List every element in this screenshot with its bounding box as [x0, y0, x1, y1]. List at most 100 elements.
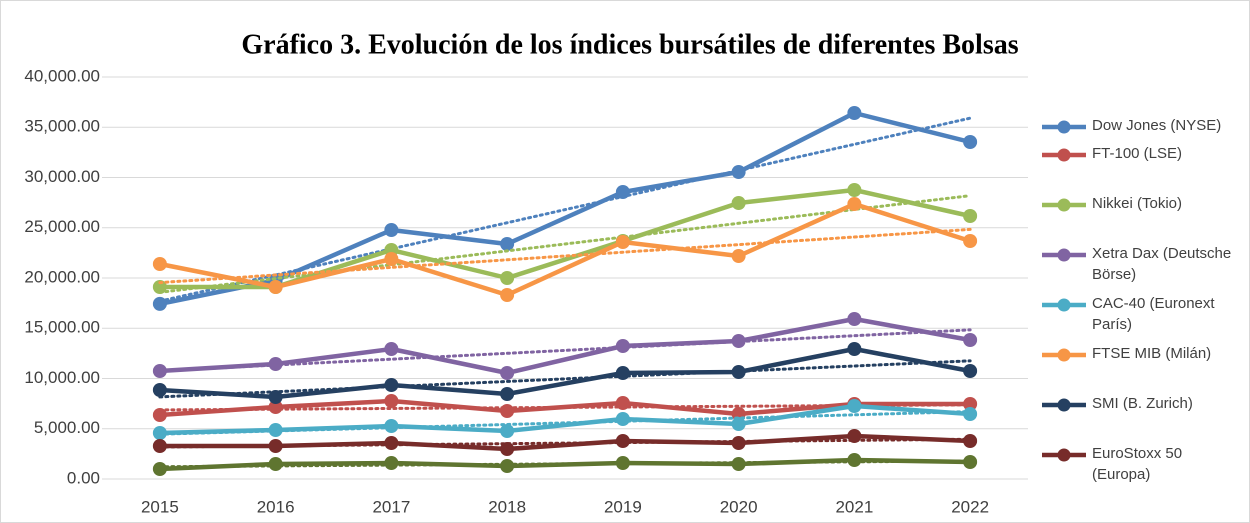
- marker: [847, 105, 862, 120]
- legend-marker: [1057, 120, 1071, 134]
- marker: [152, 408, 167, 423]
- marker: [731, 436, 746, 451]
- marker: [731, 456, 746, 471]
- series-line: [159, 346, 971, 400]
- marker: [384, 223, 399, 238]
- legend-marker: [1057, 448, 1071, 462]
- marker: [731, 416, 746, 431]
- marker: [963, 406, 978, 421]
- marker: [500, 288, 515, 303]
- marker: [731, 165, 746, 180]
- marker: [268, 438, 283, 453]
- marker: [384, 251, 399, 266]
- marker: [847, 312, 862, 327]
- y-tick-label: 0.00: [67, 468, 100, 487]
- marker: [615, 366, 630, 381]
- trend-line: [158, 328, 972, 373]
- marker: [152, 280, 167, 295]
- legend-swatch: [1042, 448, 1086, 462]
- legend-item: EuroStoxx 50 (Europa): [1040, 443, 1245, 493]
- legend-swatch: [1042, 198, 1086, 212]
- marker: [500, 442, 515, 457]
- legend-label: Nikkei (Tokio): [1092, 195, 1183, 212]
- legend-item: Dow Jones (NYSE): [1040, 115, 1245, 143]
- series-line: [159, 110, 971, 307]
- marker: [152, 257, 167, 272]
- marker: [500, 271, 515, 285]
- trend-line: [158, 359, 972, 399]
- marker: [615, 456, 630, 471]
- legend-label: FT-100 (LSE): [1092, 145, 1183, 162]
- marker: [152, 364, 167, 379]
- y-tick-label: 15,000.00: [24, 318, 100, 337]
- marker: [152, 462, 167, 477]
- y-tick-label: 25,000.00: [24, 217, 100, 236]
- marker: [500, 424, 515, 439]
- legend-item: SMI (B. Zurich): [1040, 393, 1245, 443]
- legend-label: FTSE MIB (Milán): [1092, 345, 1212, 362]
- marker: [731, 249, 746, 264]
- legend-item: Xetra Dax (Deutsche Börse): [1040, 243, 1245, 293]
- legend-swatch: [1042, 120, 1086, 134]
- marker: [847, 183, 862, 198]
- y-tick-label: 20,000.00: [24, 267, 100, 286]
- marker: [615, 412, 630, 427]
- chart-title: Gráfico 3. Evolución de los índices burs…: [241, 29, 1018, 60]
- marker: [963, 332, 978, 347]
- legend: Dow Jones (NYSE) FT-100 (LSE) Nikkei (Toki…: [1040, 115, 1245, 493]
- series-line: [159, 316, 971, 376]
- marker: [500, 386, 515, 401]
- legend-item: CAC-40 (Euronext París): [1040, 293, 1245, 343]
- legend-swatch: [1042, 298, 1086, 312]
- series-line: [159, 433, 971, 452]
- marker: [152, 438, 167, 453]
- legend-label: Xetra Dax (Deutsche Börse): [1092, 245, 1232, 283]
- marker: [268, 280, 283, 295]
- marker: [615, 396, 630, 411]
- marker: [500, 404, 515, 419]
- y-tick-label: 35,000.00: [24, 117, 100, 136]
- legend-marker: [1057, 248, 1071, 262]
- legend-label: CAC-40 (Euronext París): [1092, 295, 1215, 333]
- marker: [615, 185, 630, 200]
- trend-line: [158, 227, 972, 285]
- marker: [152, 382, 167, 397]
- marker: [268, 456, 283, 471]
- marker: [963, 364, 978, 379]
- marker: [847, 452, 862, 467]
- series-line: [159, 201, 971, 298]
- marker: [384, 394, 399, 409]
- y-tick-label: 30,000.00: [24, 167, 100, 186]
- marker: [847, 342, 862, 357]
- x-tick-label: 2015: [141, 497, 179, 516]
- x-tick-label: 2021: [835, 497, 873, 516]
- marker: [384, 342, 399, 357]
- legend-swatch: [1042, 348, 1086, 362]
- legend-marker: [1057, 148, 1071, 162]
- marker: [268, 400, 283, 415]
- marker: [268, 356, 283, 371]
- x-tick-label: 2018: [488, 497, 526, 516]
- x-tick-label: 2022: [951, 497, 989, 516]
- legend-label: EuroStoxx 50 (Europa): [1092, 445, 1183, 483]
- x-tick-label: 2020: [720, 497, 758, 516]
- legend-swatch: [1042, 148, 1086, 162]
- marker: [963, 396, 978, 411]
- y-tick-label: 5,000.00: [34, 418, 100, 437]
- x-tick-label: 2017: [372, 497, 410, 516]
- marker: [847, 398, 862, 413]
- x-tick-label: 2019: [604, 497, 642, 516]
- marker: [384, 436, 399, 451]
- legend-marker: [1057, 298, 1071, 312]
- legend-marker: [1057, 348, 1071, 362]
- marker: [384, 418, 399, 433]
- marker: [615, 338, 630, 353]
- legend-swatch: [1042, 248, 1086, 262]
- legend-swatch: [1042, 398, 1086, 412]
- series-line: [159, 403, 971, 436]
- marker: [615, 235, 630, 250]
- x-tick-label: 2016: [257, 497, 295, 516]
- legend-marker: [1057, 198, 1071, 212]
- marker: [500, 237, 515, 252]
- y-tick-label: 40,000.00: [24, 66, 100, 85]
